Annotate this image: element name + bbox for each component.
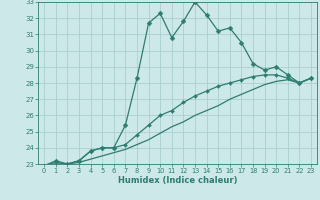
X-axis label: Humidex (Indice chaleur): Humidex (Indice chaleur) <box>118 176 237 185</box>
